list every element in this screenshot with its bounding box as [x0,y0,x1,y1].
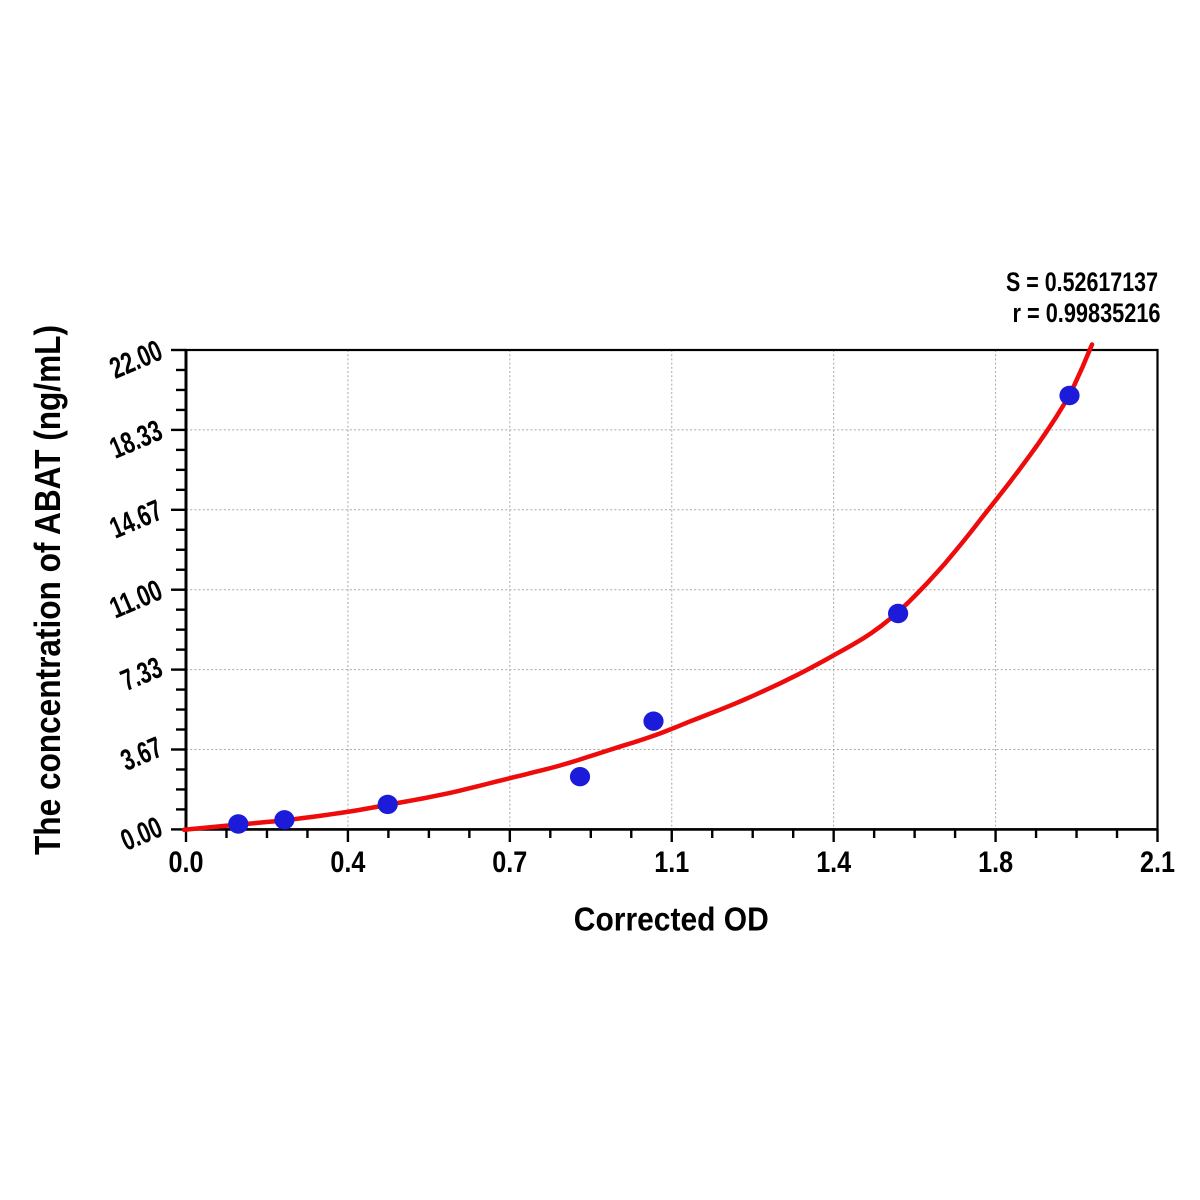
svg-text:0.0: 0.0 [169,846,204,879]
svg-text:1.1: 1.1 [654,846,689,879]
svg-text:0.4: 0.4 [330,846,365,879]
svg-text:The concentration of ABAT (ng/: The concentration of ABAT (ng/mL) [27,325,68,855]
svg-text:r = 0.99835216: r = 0.99835216 [1013,298,1161,328]
svg-text:1.8: 1.8 [978,846,1013,879]
svg-text:S = 0.52617137: S = 0.52617137 [1006,267,1158,297]
svg-text:2.1: 2.1 [1140,846,1175,879]
svg-text:Corrected OD: Corrected OD [574,901,769,938]
svg-text:1.4: 1.4 [816,846,851,879]
svg-text:0.7: 0.7 [492,846,527,879]
